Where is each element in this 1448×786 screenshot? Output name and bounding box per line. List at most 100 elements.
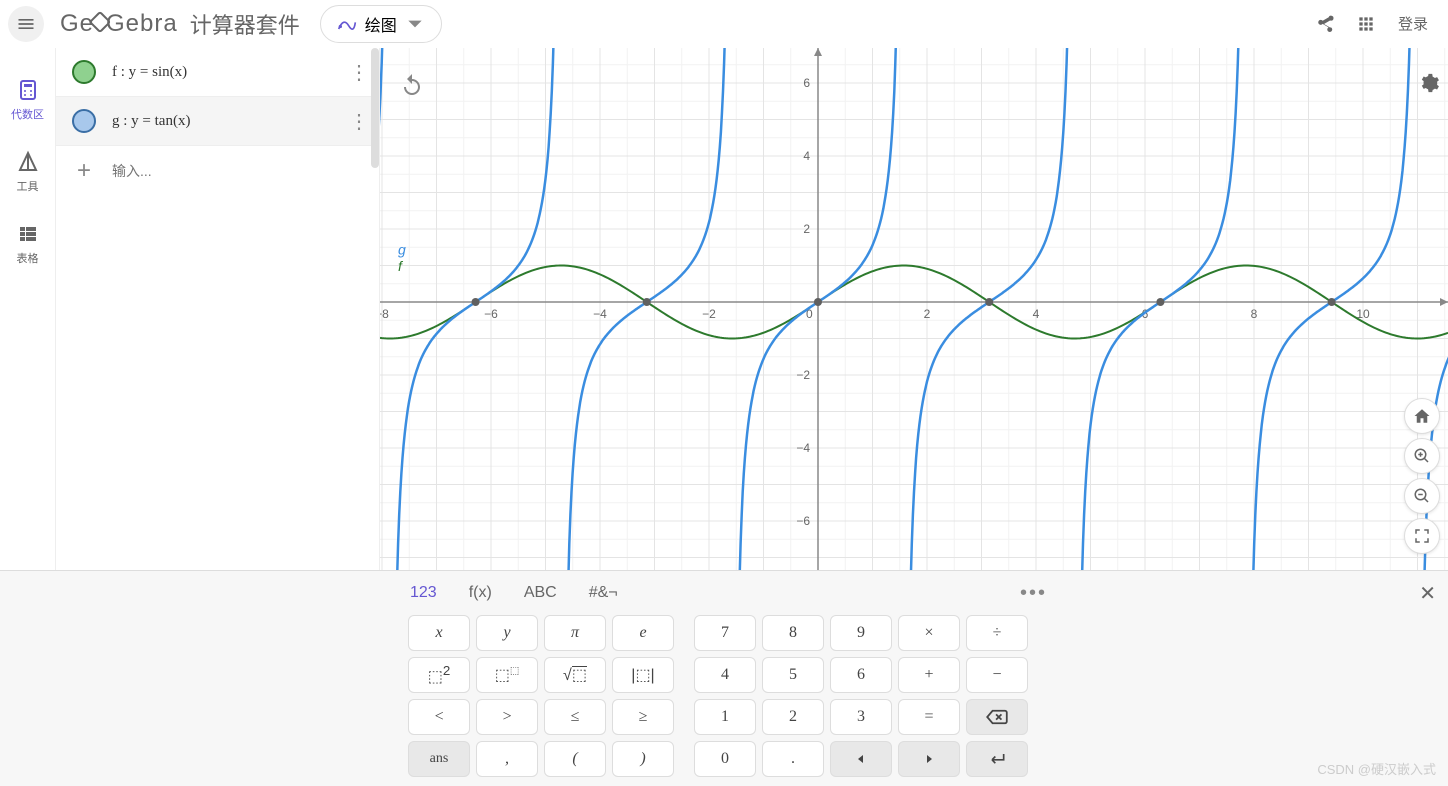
kb-tab-fx[interactable]: f(x) [469,584,492,602]
virtual-keyboard: 123 f(x) ABC #&¬ ••• ✕ xyπe ⬚2⬚⬚√⬚|⬚| <>≤≥… [0,570,1448,786]
key-[interactable]: ⬚⬚ [476,657,538,693]
key-1[interactable]: 1 [694,699,756,735]
nav-label: 表格 [17,250,39,266]
undo-icon [400,72,424,96]
geogebra-logo: GeGebra [60,10,178,38]
key-e[interactable]: e [612,615,674,651]
key-enter[interactable] [966,741,1028,777]
key-+[interactable]: + [898,657,960,693]
svg-text:−4: −4 [593,307,607,321]
visibility-toggle[interactable] [72,60,96,84]
svg-text:8: 8 [1251,307,1258,321]
key-−[interactable]: − [966,657,1028,693]
nav-table[interactable]: 表格 [16,222,40,266]
fullscreen-button[interactable] [1404,518,1440,554]
visibility-toggle[interactable] [72,109,96,133]
nav-label: 工具 [17,178,39,194]
keyboard-close-button[interactable]: ✕ [1419,581,1436,606]
mode-label: 绘图 [365,12,397,36]
chevron-down-icon [405,14,425,34]
kb-tab-123[interactable]: 123 [410,584,437,602]
key-<[interactable] [830,741,892,777]
key->[interactable] [898,741,960,777]
svg-text:6: 6 [803,76,810,90]
key-y[interactable]: y [476,615,538,651]
key-.[interactable]: . [762,741,824,777]
share-button[interactable] [1306,4,1346,44]
svg-text:−6: −6 [484,307,498,321]
suite-title: 计算器套件 [190,8,300,40]
graph-canvas[interactable]: −10−8−6−4−20246810121416−6−4−2246gf [380,48,1448,570]
key-0[interactable]: 0 [694,741,756,777]
keyboard-more-button[interactable]: ••• [1020,582,1047,605]
key-[interactable]: ≤ [544,699,606,735]
key-[interactable]: < [408,699,470,735]
nav-label: 代数区 [11,106,44,122]
svg-text:−2: −2 [702,307,716,321]
menu-button[interactable] [8,6,44,42]
key-2[interactable]: 2 [762,699,824,735]
key-5[interactable]: 5 [762,657,824,693]
key-[interactable]: ( [544,741,606,777]
apps-grid-icon [1356,14,1376,34]
mode-selector[interactable]: 绘图 [320,5,442,43]
key-3[interactable]: 3 [830,699,892,735]
app-header: GeGebra 计算器套件 绘图 登录 [0,0,1448,48]
undo-button[interactable] [400,72,424,101]
key-÷[interactable]: ÷ [966,615,1028,651]
nav-algebra[interactable]: 代数区 [11,78,44,122]
svg-text:4: 4 [1033,307,1040,321]
key-ans[interactable]: ans [408,741,470,777]
main-area: 代数区 工具 表格 f : y = sin(x) ⋮ g : y = tan(x… [0,48,1448,570]
key-backspace[interactable] [966,699,1028,735]
svg-text:−4: −4 [796,441,810,455]
graph-view[interactable]: −10−8−6−4−20246810121416−6−4−2246gf [380,48,1448,570]
key-8[interactable]: 8 [762,615,824,651]
scrollbar[interactable] [371,48,379,168]
key-x[interactable]: x [408,615,470,651]
gear-icon [1418,72,1440,94]
login-link[interactable]: 登录 [1398,13,1428,34]
share-icon [1316,14,1336,34]
key-×[interactable]: × [898,615,960,651]
zoom-out-icon [1413,487,1431,505]
key-6[interactable]: 6 [830,657,892,693]
key-[interactable]: > [476,699,538,735]
view-controls [1404,398,1440,554]
home-view-button[interactable] [1404,398,1440,434]
key-[interactable]: π [544,615,606,651]
key-=[interactable]: = [898,699,960,735]
algebra-row[interactable]: g : y = tan(x) ⋮ [56,97,379,146]
key-[interactable]: ⬚2 [408,657,470,693]
svg-text:−8: −8 [380,307,389,321]
svg-text:g: g [398,242,406,258]
apps-button[interactable] [1346,4,1386,44]
settings-button[interactable] [1418,72,1440,99]
tools-icon [16,150,40,174]
key-[interactable]: ≥ [612,699,674,735]
key-[interactable]: , [476,741,538,777]
key-[interactable]: ) [612,741,674,777]
table-icon [16,222,40,246]
keyboard-tabs: 123 f(x) ABC #&¬ ••• ✕ [0,571,1448,615]
kb-tab-abc[interactable]: ABC [524,584,557,602]
expression-text: g : y = tan(x) [112,113,339,130]
algebra-row[interactable]: f : y = sin(x) ⋮ [56,48,379,97]
expression-input[interactable] [112,163,379,179]
zoom-out-button[interactable] [1404,478,1440,514]
zoom-in-icon [1413,447,1431,465]
nav-tools[interactable]: 工具 [16,150,40,194]
key-7[interactable]: 7 [694,615,756,651]
key-9[interactable]: 9 [830,615,892,651]
key-[interactable]: |⬚| [612,657,674,693]
zoom-in-button[interactable] [1404,438,1440,474]
add-expression-button[interactable]: + [56,157,112,185]
kb-tab-special[interactable]: #&¬ [589,584,618,602]
graph-mode-icon [337,14,357,34]
expression-text: f : y = sin(x) [112,64,339,81]
key-[interactable]: √⬚ [544,657,606,693]
hamburger-icon [16,14,36,34]
key-4[interactable]: 4 [694,657,756,693]
svg-text:2: 2 [803,222,810,236]
svg-text:−6: −6 [796,514,810,528]
